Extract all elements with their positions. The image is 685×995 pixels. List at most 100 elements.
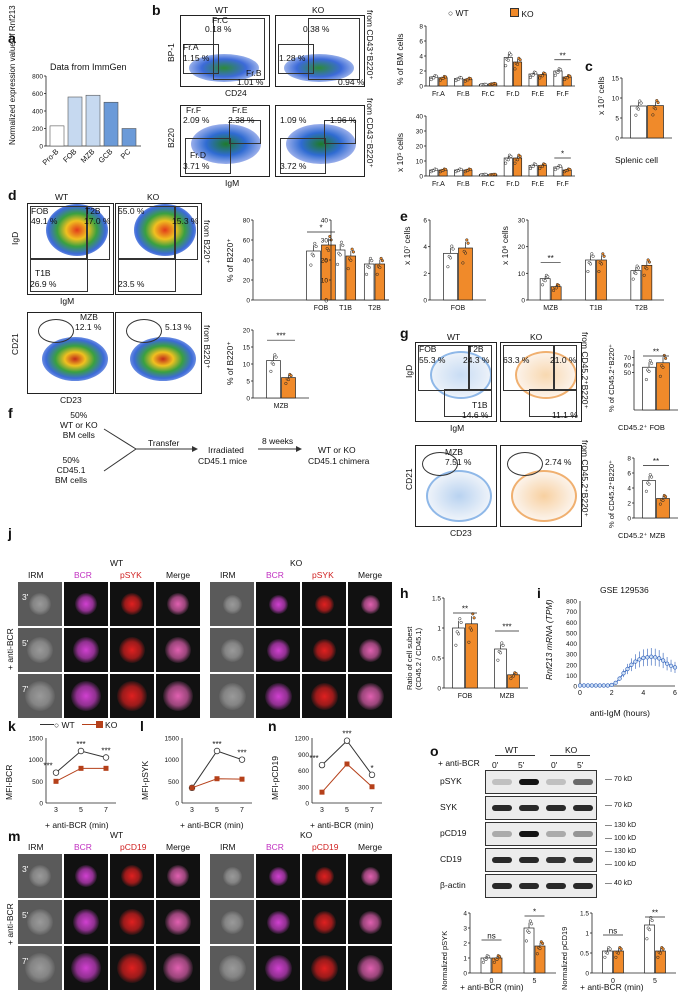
y-tick-label: 20 xyxy=(321,258,329,265)
series-line-wt xyxy=(191,750,243,789)
sig-label: * xyxy=(561,150,564,159)
data-point xyxy=(274,355,278,359)
x-tick-label: Fr.E xyxy=(531,91,544,98)
data-point xyxy=(311,254,316,258)
cell-signal xyxy=(25,953,55,983)
micrograph xyxy=(348,628,392,672)
o-western-blots: pSYK — 70 kD SYK — 70 kD pCD19 — 130 kD — 100 … xyxy=(440,770,685,905)
f-cd451-cells: 50% CD45.1 BM cells xyxy=(55,455,87,485)
y-tick-label: 0 xyxy=(585,971,589,978)
blot-band xyxy=(573,857,593,863)
b-fre-pct-ko: 1.96 % xyxy=(330,115,357,125)
d-facs-wt-top xyxy=(27,203,114,295)
blot-band xyxy=(492,805,512,811)
b-top-yaxis: BP-1 xyxy=(166,43,176,62)
data-point xyxy=(619,947,623,951)
bar-wt xyxy=(644,924,655,974)
y-tick-label: 4 xyxy=(419,54,423,61)
b-frd-pct-wt: 3.71 % xyxy=(183,161,210,171)
data-point xyxy=(647,482,651,486)
f-recipient: CD45.1 mice xyxy=(198,456,248,466)
y-tick-label: 60 xyxy=(243,238,251,245)
o-time-1: 0' xyxy=(492,760,499,770)
data-point-wt xyxy=(343,737,351,744)
x-tick-label: 0 xyxy=(578,690,582,697)
data-point xyxy=(653,107,658,111)
d-mzb-label: MZB xyxy=(80,312,98,322)
x-tick-label: Fr.D xyxy=(506,91,519,98)
panel-label-c: c xyxy=(585,58,593,74)
data-point xyxy=(642,273,646,277)
panel-label-g: g xyxy=(400,325,409,341)
blot-band xyxy=(546,857,566,863)
panel-label-b: b xyxy=(152,2,161,18)
x-tick-label: FOB xyxy=(458,693,473,700)
data-point-wt xyxy=(77,747,85,755)
column-header-irm: IRM xyxy=(28,842,44,852)
y-tick-label: 0 xyxy=(246,396,250,403)
bar-wt xyxy=(494,648,507,689)
data-point xyxy=(647,369,651,373)
data-point xyxy=(608,947,612,951)
data-point xyxy=(468,77,473,81)
data-point xyxy=(504,64,508,68)
blot-label: β-actin xyxy=(440,880,466,890)
column-header-merge: Merge xyxy=(358,842,383,852)
y-tick-label: 1.5 xyxy=(432,596,441,603)
x-tick-label: 2 xyxy=(610,690,614,697)
panel-label-j: j xyxy=(8,525,12,541)
sig-label: ** xyxy=(652,909,658,918)
x-tick-label: GCB xyxy=(97,147,115,165)
y-tick-label: 2 xyxy=(419,69,423,76)
cell-signal xyxy=(360,866,380,886)
g-t1b-label: T1B xyxy=(472,400,488,410)
micrograph xyxy=(110,946,154,990)
bar-wt xyxy=(642,366,656,411)
micrograph xyxy=(348,582,392,626)
micrograph xyxy=(110,900,154,944)
micrograph xyxy=(348,900,392,944)
i-title: GSE 129536 xyxy=(600,585,649,595)
cell-signal xyxy=(27,637,53,663)
o-time-4: 5' xyxy=(577,760,584,770)
y-tick-label: 0 xyxy=(305,801,309,808)
blot-strip xyxy=(485,874,597,898)
data-point-ko xyxy=(214,776,220,782)
data-point xyxy=(605,951,610,955)
data-point xyxy=(346,267,350,271)
data-point xyxy=(528,75,533,80)
blot-band xyxy=(573,779,593,785)
x-tick-label: Fr.F xyxy=(556,181,568,188)
b-frb-label: Fr.B xyxy=(246,68,262,78)
cell-signal xyxy=(218,954,246,982)
cell-signal xyxy=(119,637,145,663)
g-fob-pct-wt: 55.3 % xyxy=(419,355,446,365)
micrograph xyxy=(156,900,200,944)
y-tick-label: 8 xyxy=(627,456,631,463)
blot-band xyxy=(573,883,593,889)
time-label: 5' xyxy=(22,910,29,920)
data-point xyxy=(556,70,560,75)
b-bottom-yaxis: B220 xyxy=(166,128,176,148)
x-tick-label: Fr.C xyxy=(481,181,494,188)
micrograph xyxy=(256,582,300,626)
column-header-bcr: BCR xyxy=(266,570,284,580)
kln-legend: ○ WT KO xyxy=(40,720,117,730)
y-tick-label: 300 xyxy=(298,784,309,791)
data-point xyxy=(554,286,558,290)
panel-g-bottom-chart: 0 2 4 6 8 ** xyxy=(627,456,678,523)
data-point xyxy=(459,620,463,625)
bar-pro-b xyxy=(49,125,65,147)
data-point xyxy=(531,73,535,77)
data-point xyxy=(585,683,591,688)
data-point xyxy=(534,162,538,167)
data-point xyxy=(649,654,654,659)
data-point xyxy=(543,72,547,76)
micrograph xyxy=(256,628,300,672)
data-point xyxy=(586,269,590,274)
d-bottom-yaxis: CD21 xyxy=(10,333,20,355)
data-point xyxy=(541,283,545,287)
y-tick-label: 8 xyxy=(419,24,423,31)
data-point xyxy=(336,262,340,266)
data-point xyxy=(535,952,539,956)
